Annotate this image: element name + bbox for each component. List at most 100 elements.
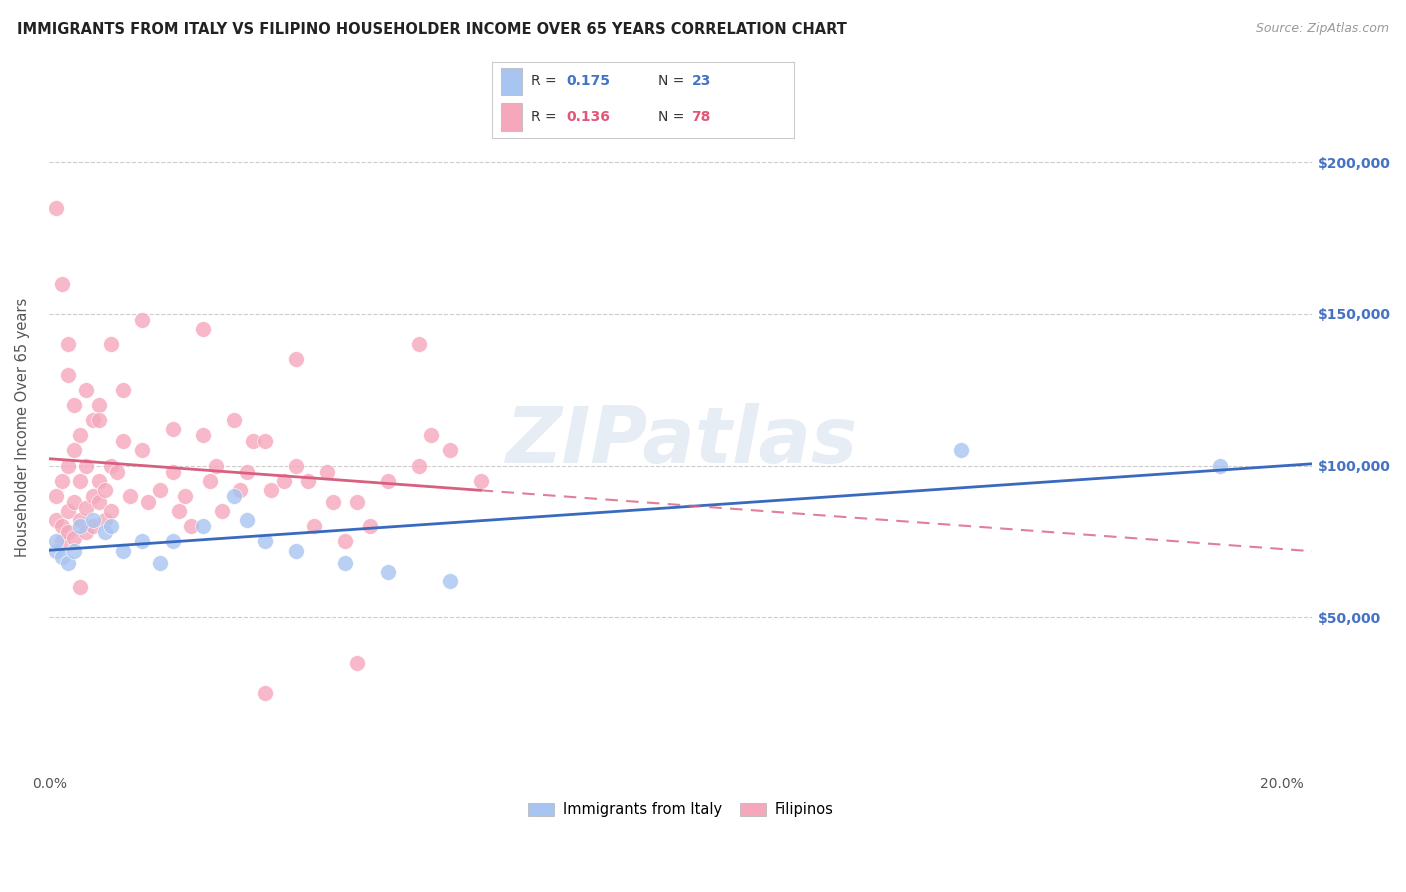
Point — [69, 519, 91, 533]
Point — [254, 434, 277, 449]
Point — [100, 519, 122, 533]
Point — [82, 513, 104, 527]
Point — [45, 489, 67, 503]
Point — [56, 368, 79, 382]
Point — [420, 428, 443, 442]
Point — [149, 556, 172, 570]
Point — [56, 556, 79, 570]
Point — [180, 519, 202, 533]
Point — [284, 458, 307, 473]
Point — [87, 413, 110, 427]
Point — [63, 398, 86, 412]
Point — [162, 465, 184, 479]
Point — [45, 513, 67, 527]
Point — [254, 686, 277, 700]
Point — [254, 534, 277, 549]
Point — [94, 513, 117, 527]
Point — [56, 337, 79, 351]
Point — [45, 543, 67, 558]
Point — [408, 458, 430, 473]
Point — [1209, 458, 1232, 473]
Point — [174, 489, 197, 503]
Point — [198, 474, 221, 488]
Point — [75, 501, 97, 516]
Point — [333, 556, 356, 570]
Text: IMMIGRANTS FROM ITALY VS FILIPINO HOUSEHOLDER INCOME OVER 65 YEARS CORRELATION C: IMMIGRANTS FROM ITALY VS FILIPINO HOUSEH… — [17, 22, 846, 37]
FancyBboxPatch shape — [501, 68, 523, 95]
Point — [333, 534, 356, 549]
FancyBboxPatch shape — [501, 103, 523, 130]
Y-axis label: Householder Income Over 65 years: Householder Income Over 65 years — [15, 298, 30, 558]
Point — [56, 525, 79, 540]
Point — [162, 534, 184, 549]
Point — [346, 495, 368, 509]
Point — [82, 489, 104, 503]
Point — [260, 483, 283, 497]
Point — [284, 543, 307, 558]
Point — [131, 313, 153, 327]
Point — [45, 201, 67, 215]
Point — [470, 474, 492, 488]
Point — [75, 383, 97, 397]
Point — [297, 474, 319, 488]
Text: 78: 78 — [692, 110, 711, 124]
Point — [82, 413, 104, 427]
Point — [439, 574, 461, 588]
Point — [193, 428, 215, 442]
Point — [950, 443, 973, 458]
Point — [377, 474, 399, 488]
Point — [235, 513, 257, 527]
Point — [87, 495, 110, 509]
Point — [346, 656, 368, 670]
Point — [304, 519, 326, 533]
Point — [51, 277, 73, 291]
Text: 0.136: 0.136 — [567, 110, 610, 124]
Text: N =: N = — [658, 74, 689, 88]
Point — [69, 513, 91, 527]
Point — [100, 337, 122, 351]
Point — [63, 443, 86, 458]
Point — [229, 483, 252, 497]
Text: Source: ZipAtlas.com: Source: ZipAtlas.com — [1256, 22, 1389, 36]
Point — [408, 337, 430, 351]
Point — [82, 519, 104, 533]
Point — [87, 398, 110, 412]
Point — [315, 465, 337, 479]
Point — [63, 532, 86, 546]
Point — [63, 543, 86, 558]
Text: R =: R = — [531, 110, 561, 124]
Point — [69, 474, 91, 488]
Point — [112, 543, 135, 558]
Point — [224, 489, 246, 503]
Point — [235, 465, 257, 479]
Legend: Immigrants from Italy, Filipinos: Immigrants from Italy, Filipinos — [523, 797, 839, 823]
Point — [211, 504, 233, 518]
Point — [377, 565, 399, 579]
Point — [63, 495, 86, 509]
Point — [167, 504, 190, 518]
Point — [131, 534, 153, 549]
Point — [193, 519, 215, 533]
Point — [136, 495, 159, 509]
Point — [87, 474, 110, 488]
Point — [112, 434, 135, 449]
Point — [69, 428, 91, 442]
Point — [162, 422, 184, 436]
Point — [51, 519, 73, 533]
Point — [193, 322, 215, 336]
Point — [131, 443, 153, 458]
Text: N =: N = — [658, 110, 689, 124]
Point — [439, 443, 461, 458]
Text: 23: 23 — [692, 74, 711, 88]
Point — [149, 483, 172, 497]
Point — [273, 474, 295, 488]
Point — [45, 534, 67, 549]
Point — [56, 458, 79, 473]
Text: 0.175: 0.175 — [567, 74, 610, 88]
Text: R =: R = — [531, 74, 561, 88]
Point — [359, 519, 381, 533]
Point — [284, 352, 307, 367]
Point — [51, 534, 73, 549]
Point — [56, 504, 79, 518]
Point — [204, 458, 226, 473]
